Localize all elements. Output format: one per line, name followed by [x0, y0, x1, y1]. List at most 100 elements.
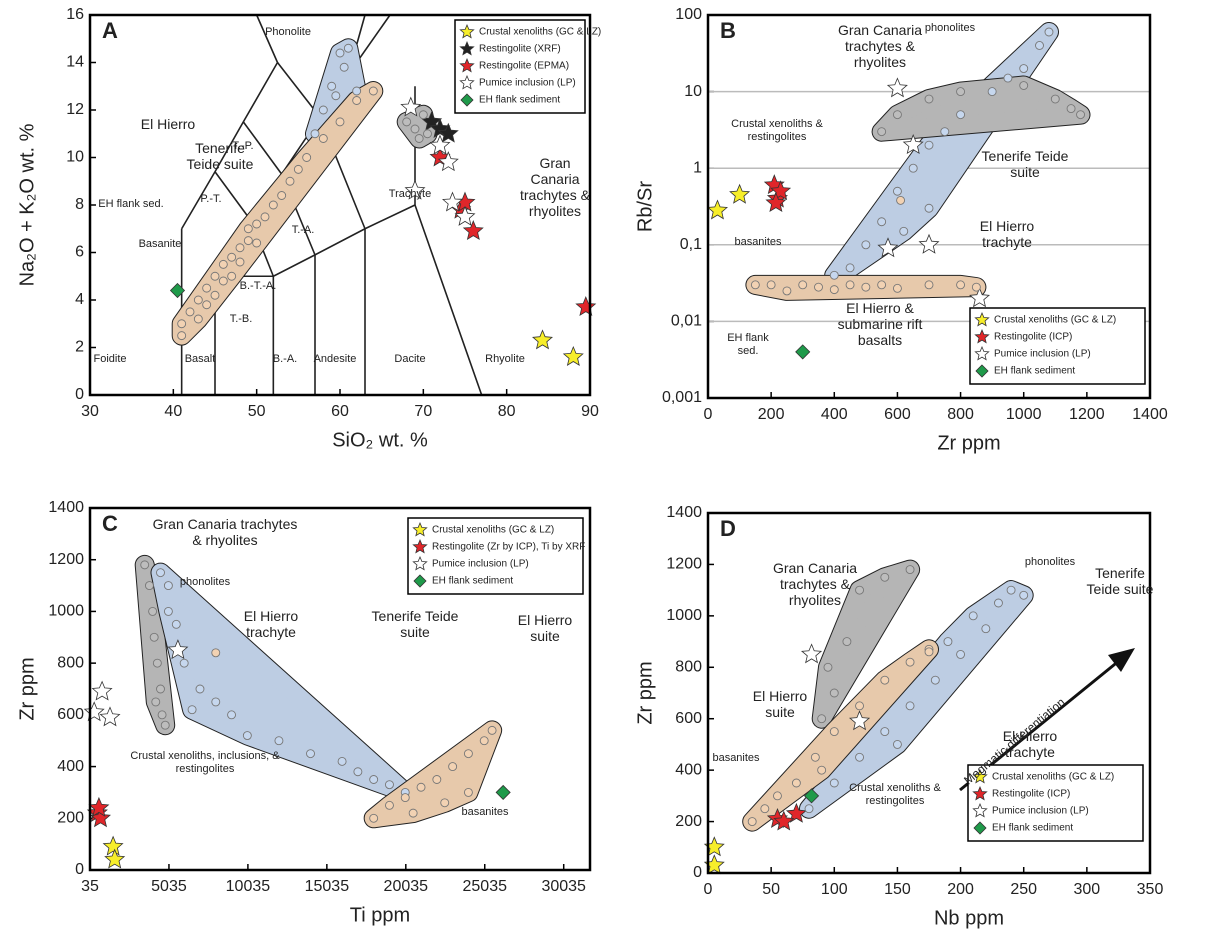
annotation: basanites [712, 752, 760, 764]
star-marker [91, 680, 113, 701]
x-tick-label: 200 [947, 881, 974, 898]
sample-marker [817, 714, 827, 724]
sample-marker [956, 110, 966, 120]
sample-marker [148, 606, 158, 616]
annotation: EH flank sed. [727, 332, 769, 357]
sample-marker [343, 43, 353, 53]
diamond-marker [803, 788, 820, 804]
legend-marker [412, 555, 428, 571]
y-axis-label: Zr ppm [16, 657, 38, 720]
sample-marker [924, 140, 934, 150]
x-tick-label: 25035 [463, 878, 508, 895]
field-label: El Hierro & submarine rift basalts [837, 300, 923, 349]
field-label: Gran Canaria trachytes & rhyolites [519, 155, 591, 220]
legend-label: Restingolite (EPMA) [479, 61, 569, 72]
sample-marker [400, 793, 410, 803]
sample-marker [924, 203, 934, 213]
y-tick-label: 8 [75, 196, 84, 213]
sample-marker [994, 598, 1003, 608]
sample-marker [227, 271, 237, 281]
legend-marker [975, 364, 989, 378]
axes-border [706, 511, 1152, 875]
star-marker [532, 329, 553, 350]
sample-marker [210, 290, 220, 300]
sample-marker [892, 739, 902, 749]
sample-marker [151, 697, 161, 707]
sample-marker [310, 129, 320, 139]
classification-line [180, 14, 279, 230]
legend-label: Crustal xenoliths (GC & LZ) [992, 772, 1114, 783]
sample-marker [277, 191, 287, 200]
field-label: Gran Canaria trachytes & rhyolites [152, 516, 298, 549]
sample-marker [211, 648, 221, 658]
x-tick-label: 70 [414, 403, 432, 420]
diamond-marker [169, 282, 186, 299]
y-tick-label: 1200 [666, 556, 702, 573]
panel: 0 200 400 600 800 1000 1200 1400 0 50 100 150 200 250… [634, 504, 1163, 929]
sample-marker [924, 280, 934, 290]
x-tick-label: 250 [1010, 881, 1037, 898]
sample-marker [318, 105, 328, 115]
legend-label: Crustal xenoliths (GC & LZ) [994, 315, 1116, 326]
sample-marker [1019, 81, 1029, 90]
sample-marker [218, 259, 228, 269]
x-axis-label: Nb ppm [934, 907, 1004, 929]
sample-marker [268, 200, 278, 210]
sample-marker [235, 257, 245, 267]
y-tick-label: 4 [75, 291, 84, 308]
x-axis-label: Zr ppm [937, 432, 1000, 454]
legend-marker [459, 57, 475, 73]
sample-marker [987, 87, 997, 97]
star-marker [773, 810, 795, 831]
sample-marker [327, 81, 337, 91]
annotation: phonolites [179, 576, 231, 588]
panel-label: D [720, 516, 736, 541]
x-axis-label: Ti ppm [350, 904, 410, 926]
x-tick-label: 35 [81, 878, 99, 895]
field-label: Gran Canaria trachytes & rhyolites [772, 560, 858, 609]
x-tick-label: 15035 [305, 878, 350, 895]
sample-marker [179, 658, 189, 668]
legend-label: EH flank sediment [992, 823, 1073, 834]
sample-marker [369, 813, 379, 823]
star-marker [729, 183, 751, 204]
sample-marker [877, 127, 887, 137]
y-tick-label: 400 [675, 761, 702, 778]
legend-label: EH flank sediment [479, 95, 560, 106]
y-tick-label: 200 [675, 813, 702, 830]
panel-label: B [720, 18, 736, 43]
sample-marker [905, 701, 915, 711]
axes-border [88, 506, 592, 872]
sample-marker [855, 701, 864, 711]
field-envelope [151, 563, 415, 802]
sample-marker [416, 782, 426, 792]
classification-line [414, 204, 483, 396]
sample-marker [195, 684, 205, 694]
legend-marker [974, 311, 990, 327]
sample-marker [930, 675, 940, 685]
field-envelope [812, 560, 920, 728]
axes-border [88, 13, 592, 397]
sample-marker [293, 164, 303, 174]
sample-marker [177, 319, 187, 329]
y-tick-label: 0 [693, 864, 702, 881]
y-tick-label: 0 [75, 861, 84, 878]
sample-marker [924, 94, 934, 104]
sample-marker [402, 117, 412, 127]
legend-marker [974, 345, 990, 361]
sample-marker [163, 581, 173, 591]
star-marker [462, 220, 484, 241]
x-tick-label: 800 [947, 406, 974, 423]
sample-marker [149, 632, 159, 642]
annotation: Crustal xenoliths, inclusions, & resting… [130, 750, 280, 775]
sample-marker [160, 720, 170, 730]
annotation: basanites [461, 806, 509, 818]
x-tick-label: 50 [762, 881, 780, 898]
x-tick-label: 60 [331, 403, 349, 420]
sample-marker [408, 808, 418, 818]
x-tick-label: 90 [581, 403, 599, 420]
star-marker [785, 802, 807, 823]
sample-marker [185, 307, 195, 317]
